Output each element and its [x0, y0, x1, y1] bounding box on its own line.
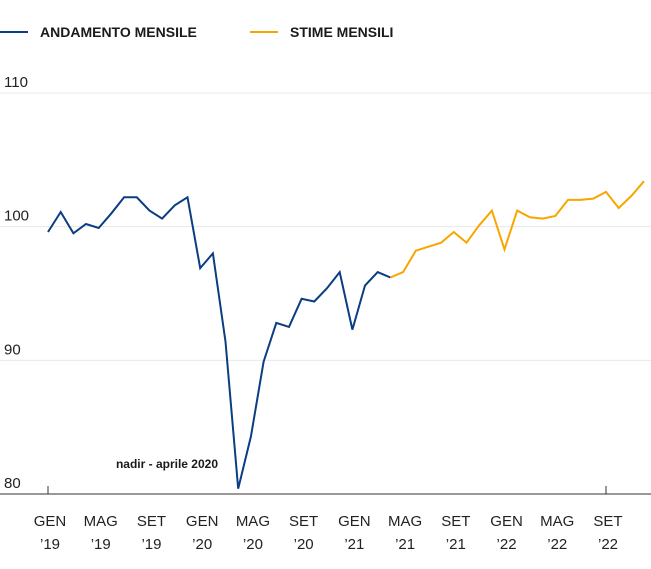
annotations: nadir - aprile 2020 [116, 457, 218, 471]
x-tick-label-year: ’22 [497, 536, 517, 553]
legend-label: ANDAMENTO MENSILE [40, 24, 197, 40]
gridlines [0, 92, 651, 361]
x-tick-label-year: ’20 [243, 536, 263, 553]
y-axis: 80 90 100 110 [4, 74, 29, 492]
x-tick-label-month: MAG [236, 513, 270, 530]
x-tick-label-year: ’19 [141, 536, 161, 553]
x-tick-label-month: GEN [490, 513, 523, 530]
x-tick-label-month: MAG [84, 513, 118, 530]
x-tick-label-year: ’22 [598, 536, 618, 553]
series-line-0 [47, 195, 391, 489]
legend-label: STIME MENSILI [290, 24, 393, 40]
x-tick-label-month: MAG [388, 513, 422, 530]
x-tick-label-month: MAG [540, 513, 574, 530]
x-tick-label-year: ’19 [40, 536, 60, 553]
annotation-label: nadir - aprile 2020 [116, 457, 218, 471]
x-tick-label-month: SET [289, 513, 318, 530]
x-tick-label-year: ’20 [294, 536, 314, 553]
x-tick-label-year: ’21 [344, 536, 364, 553]
x-tick-label-year: ’20 [192, 536, 212, 553]
x-tick-label-month: SET [441, 513, 470, 530]
y-tick-label: 80 [4, 475, 21, 492]
x-tick-label-month: SET [593, 513, 622, 530]
x-tick-label-month: GEN [338, 513, 371, 530]
series-line-1 [390, 180, 645, 279]
x-tick-label-year: ’19 [91, 536, 111, 553]
series-lines [47, 180, 645, 489]
x-tick-label-month: SET [137, 513, 166, 530]
y-tick-label: 110 [4, 74, 28, 91]
x-axis: GEN ’19 MAG ’19 SET ’19 GEN ’20 MAG ’20 SET ’20 GEN ’… [0, 486, 651, 553]
y-tick-label: 90 [4, 341, 21, 358]
x-tick-label-year: ’21 [395, 536, 415, 553]
y-tick-label: 100 [4, 208, 29, 225]
x-tick-label-month: GEN [186, 513, 219, 530]
legend: ANDAMENTO MENSILE STIME MENSILI [0, 24, 393, 40]
x-tick-label-year: ’22 [547, 536, 567, 553]
x-tick-label-year: ’21 [446, 536, 466, 553]
x-tick-label-month: GEN [34, 513, 67, 530]
